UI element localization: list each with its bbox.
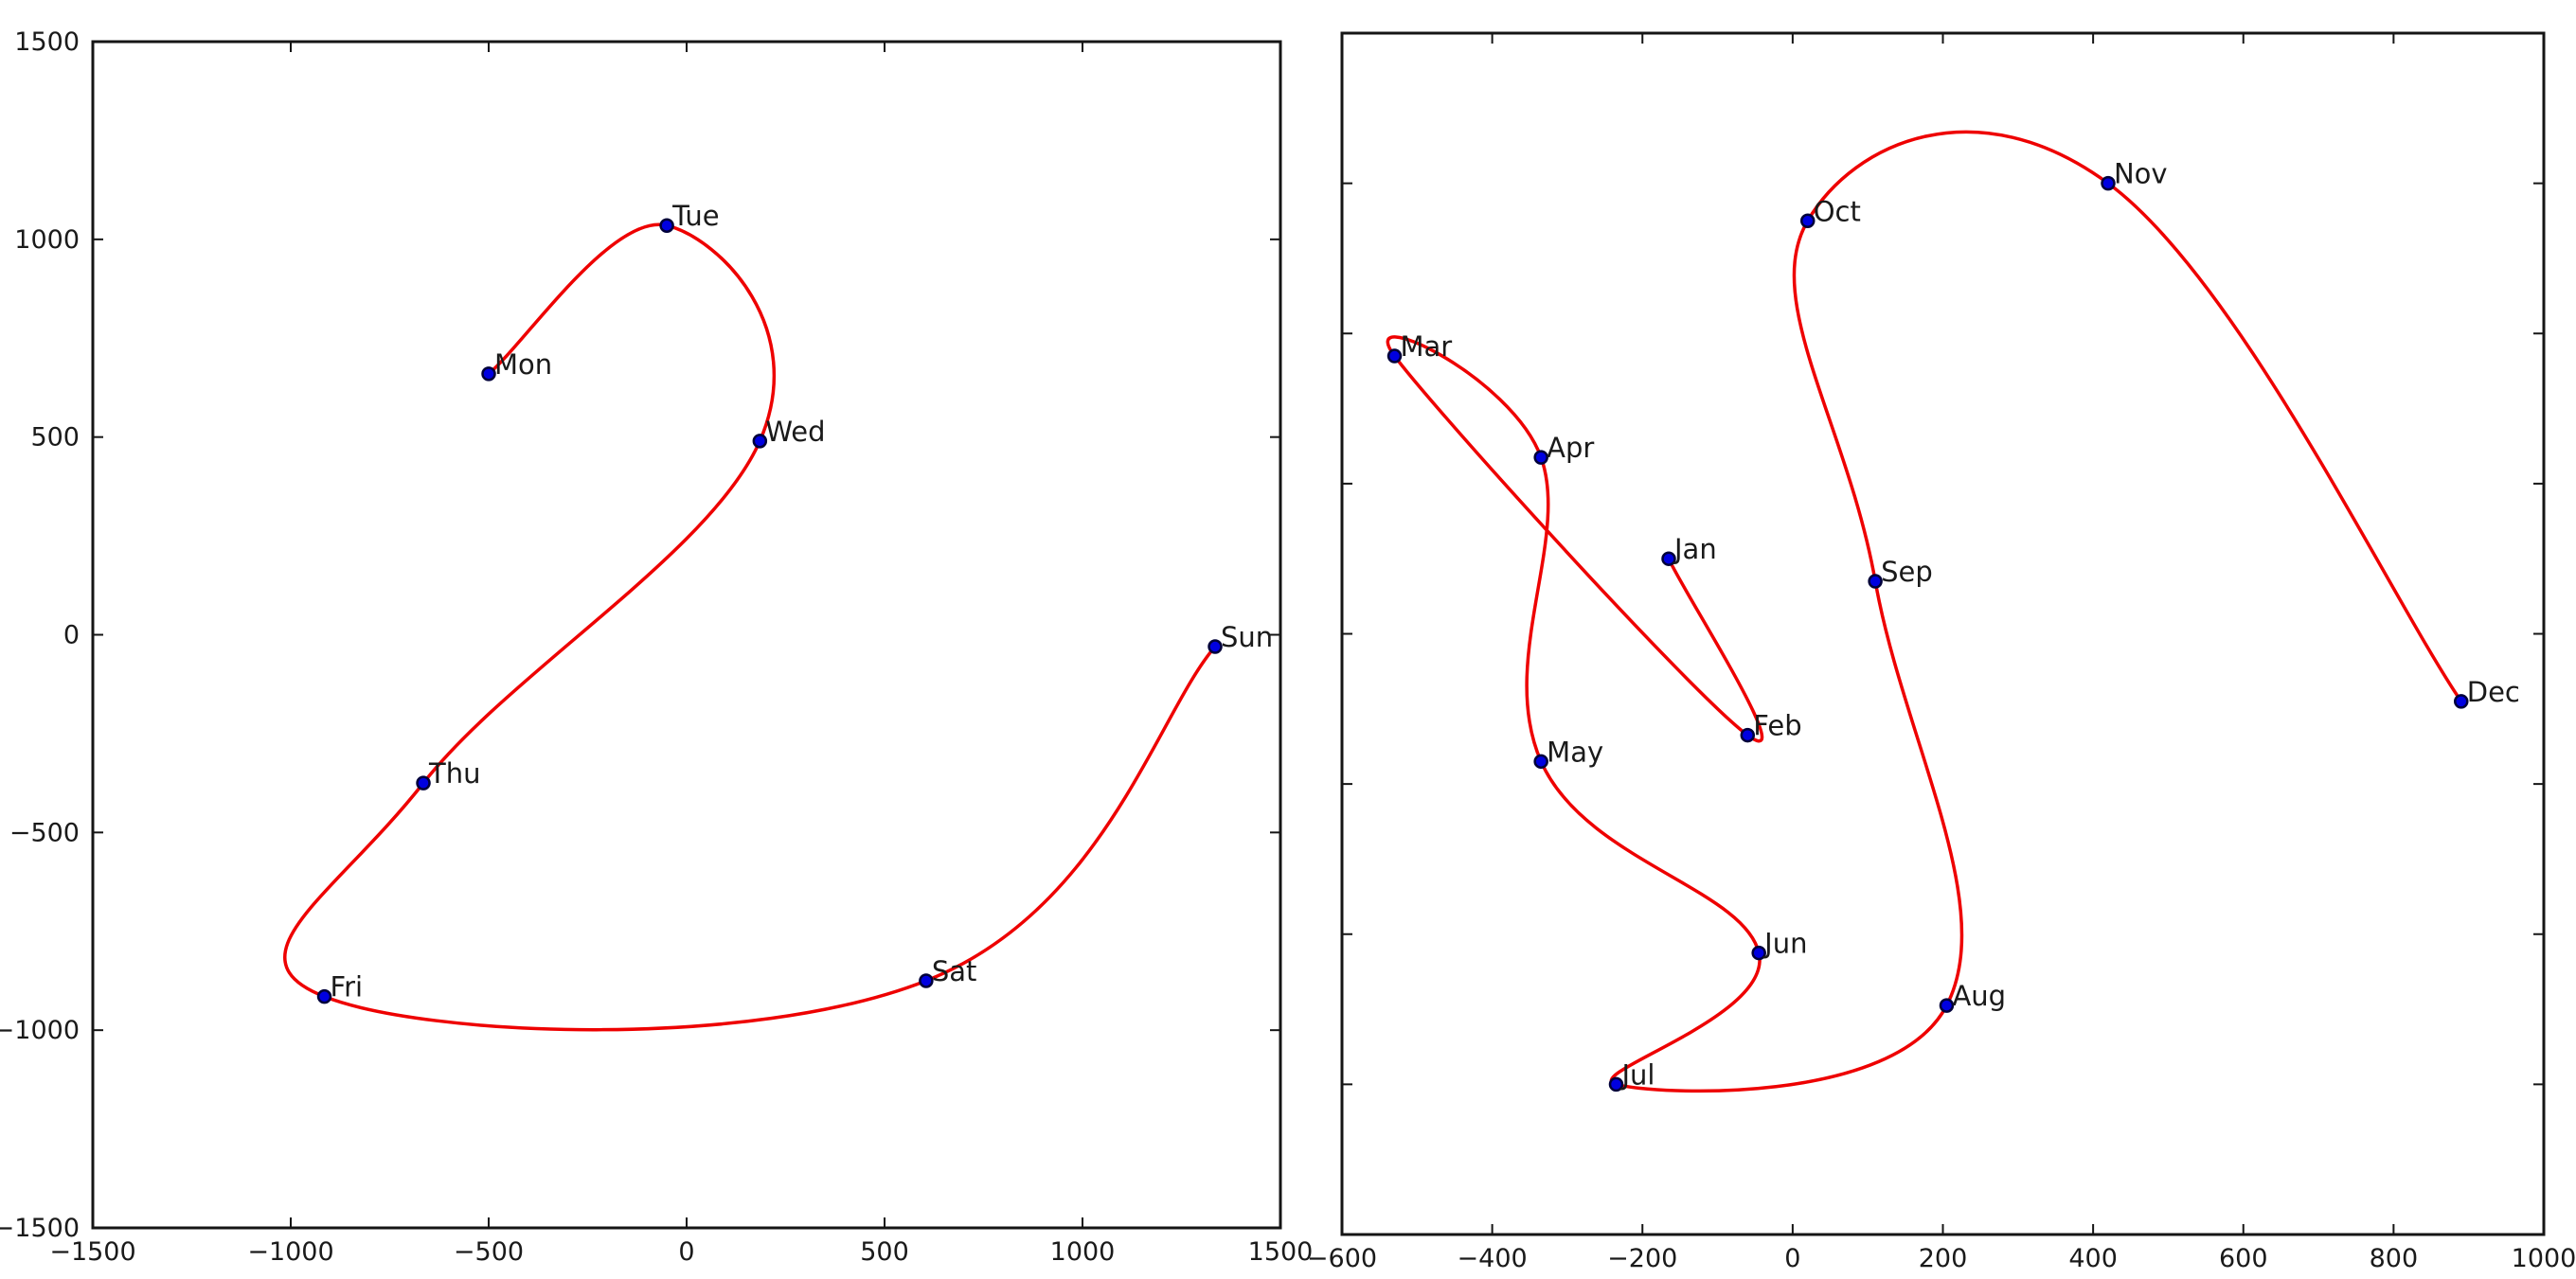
- data-point-thu: [416, 775, 431, 790]
- x-tick-label: −500: [454, 1237, 524, 1267]
- y-tick-label: 0: [63, 621, 80, 650]
- x-tick-label: 1000: [1050, 1237, 1116, 1267]
- data-point-label-aug: Aug: [1952, 980, 2006, 1012]
- spline-curve: [1386, 130, 2463, 1093]
- data-point-fri: [316, 988, 332, 1004]
- x-tick-label: 500: [860, 1237, 909, 1267]
- data-point-label-mar: Mar: [1401, 330, 1453, 363]
- y-tick-label: 1500: [14, 27, 80, 57]
- data-point-label-feb: Feb: [1753, 710, 1801, 742]
- data-point-label-may: May: [1547, 736, 1603, 768]
- y-tick-label: −1000: [0, 1016, 80, 1045]
- data-point-apr: [1533, 450, 1548, 465]
- data-point-label-apr: Apr: [1547, 432, 1594, 464]
- axes-frame: [1340, 31, 2546, 1236]
- data-point-label-thu: Thu: [428, 757, 480, 790]
- data-point-label-jul: Jul: [1619, 1058, 1655, 1091]
- x-tick-label: 200: [1919, 1244, 1968, 1273]
- data-point-label-jan: Jan: [1673, 533, 1717, 565]
- data-point-wed: [752, 434, 768, 449]
- y-tick-label: 500: [30, 423, 80, 453]
- data-point-label-sep: Sep: [1881, 556, 1933, 588]
- data-point-label-tue: Tue: [671, 200, 720, 232]
- weekday-plot: −1500 −1000 −500 0 500 1000 1500 −1500 −1000 −500…: [0, 27, 1313, 1267]
- month-plot: −600 −400 −200 0 200 400 600 800 1000 Jan Feb Mar Ap…: [1307, 31, 2576, 1273]
- data-point-aug: [1939, 998, 1955, 1013]
- x-tick-label: 1500: [1248, 1237, 1314, 1267]
- data-point-mon: [481, 366, 496, 382]
- x-tick-label: −400: [1458, 1244, 1528, 1273]
- y-tick-label: −500: [9, 818, 80, 847]
- x-tick-label: 600: [2219, 1244, 2268, 1273]
- data-point-tue: [659, 218, 674, 233]
- x-tick-label: −600: [1307, 1244, 1377, 1273]
- data-point-dec: [2454, 694, 2469, 709]
- data-point-oct: [1799, 213, 1816, 229]
- data-point-label-oct: Oct: [1814, 195, 1861, 227]
- data-point-jun: [1751, 945, 1766, 961]
- y-tick-label: −1500: [0, 1214, 80, 1243]
- x-tick-label: 0: [1784, 1244, 1800, 1273]
- x-tick-label: 800: [2370, 1244, 2419, 1273]
- spline-curve: [283, 222, 1217, 1032]
- data-point-label-dec: Dec: [2467, 676, 2520, 708]
- data-point-mar: [1386, 348, 1403, 364]
- data-point-nov: [2101, 175, 2116, 191]
- data-point-label-jun: Jun: [1762, 928, 1807, 960]
- data-point-may: [1533, 754, 1548, 770]
- data-point-label-sun: Sun: [1221, 621, 1273, 653]
- x-tick-label: −200: [1607, 1244, 1677, 1273]
- data-point-label-nov: Nov: [2114, 158, 2168, 190]
- data-point-label-wed: Wed: [765, 416, 825, 448]
- data-point-jan: [1661, 551, 1676, 566]
- data-point-feb: [1740, 727, 1756, 743]
- data-point-label-mon: Mon: [494, 348, 552, 381]
- data-point-label-fri: Fri: [331, 971, 364, 1004]
- data-point-jul: [1608, 1076, 1624, 1092]
- x-tick-label: 400: [2068, 1244, 2118, 1273]
- x-tick-label: 0: [678, 1237, 694, 1267]
- data-point-label-sat: Sat: [932, 955, 977, 987]
- x-tick-label: 1000: [2512, 1244, 2576, 1273]
- data-point-sep: [1868, 574, 1883, 589]
- data-point-sun: [1208, 639, 1223, 654]
- x-tick-label: −1000: [247, 1237, 333, 1267]
- x-tick-label: −1500: [49, 1237, 135, 1267]
- data-point-sat: [919, 973, 934, 988]
- y-tick-label: 1000: [14, 225, 80, 255]
